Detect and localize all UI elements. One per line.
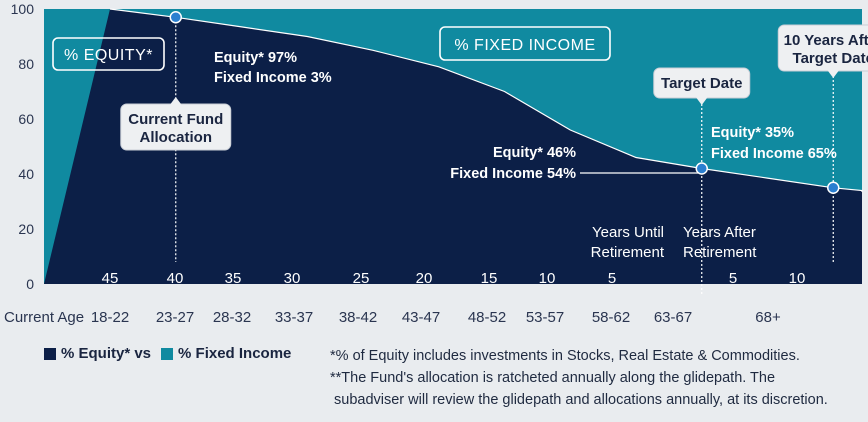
footnote-ratchet-cont: subadviser will review the glidepath and…: [334, 392, 828, 408]
age-group-label: 28-32: [213, 309, 251, 326]
annotation-target-equity: Equity* 46%: [493, 145, 576, 161]
fixed-income-label-box: [439, 26, 611, 61]
years-label: 35: [225, 270, 242, 287]
legend-swatch-fixed-income: [161, 347, 174, 360]
legend-label-fixed-income: % Fixed Income: [178, 345, 292, 362]
legend-label-equity: % Equity* vs: [61, 345, 152, 362]
equity-area-label: % EQUITY*: [52, 37, 165, 71]
years-label: 45: [102, 270, 119, 287]
y-tick-label: 100: [11, 1, 35, 17]
callout-target-date: Target Date: [653, 67, 751, 105]
age-group-label: 18-22: [91, 309, 129, 326]
years-label: 10: [539, 270, 556, 287]
footnote-ratchet: **The Fund's allocation is ratcheted ann…: [330, 370, 776, 386]
years-label: 10: [789, 270, 806, 287]
age-group-label: 38-42: [339, 309, 377, 326]
annotation-target-fixed-income: Fixed Income 54%: [450, 166, 576, 182]
years-label: 25: [353, 270, 370, 287]
annotation-after-equity: Equity* 35%: [711, 125, 794, 141]
y-tick-label: 80: [18, 56, 34, 72]
footnote-equity: *% of Equity includes investments in Sto…: [330, 348, 800, 364]
y-tick-label: 60: [18, 111, 34, 127]
annotation-current-equity: Equity* 97%: [214, 50, 297, 66]
callout-10-years-after: 10 Years AfterTarget Date: [777, 24, 868, 78]
x-axis-start-label: Current Age: [4, 309, 84, 326]
callout-current-allocation-text: Current Fund: [128, 111, 223, 128]
callout-current-allocation-text: Allocation: [139, 129, 212, 146]
age-group-label: 23-27: [156, 309, 194, 326]
age-group-label: 43-47: [402, 309, 440, 326]
callout-10-years-after-text: 10 Years After: [784, 32, 868, 49]
equity-label-box: [52, 37, 165, 71]
equity-label-text: % EQUITY*: [64, 47, 153, 64]
age-group-label: 53-57: [526, 309, 564, 326]
chart-legend: % Equity* vs % Fixed Income: [44, 345, 301, 362]
callout-10-years-after-pointer: [827, 70, 840, 78]
annotation-current-fixed-income: Fixed Income 3%: [214, 70, 332, 86]
glidepath-chart: 100 80 60 40 20 0 % EQUITY* % FIXED INCOME Curre…: [4, 1, 868, 326]
phase-label-before: Years Until: [592, 224, 664, 241]
age-group-label: 33-37: [275, 309, 313, 326]
marker-dot: [827, 181, 840, 194]
callout-10-years-after-text: Target Date: [793, 50, 868, 67]
age-group-label: 63-67: [654, 309, 692, 326]
phase-label-before: Retirement: [591, 244, 665, 261]
legend-swatch-equity: [44, 347, 56, 360]
equity-area: [44, 9, 862, 284]
years-label: 20: [416, 270, 433, 287]
y-tick-label: 0: [26, 276, 34, 292]
callout-target-date-text: Target Date: [661, 75, 742, 92]
marker-dot: [695, 162, 708, 175]
years-label: 5: [729, 270, 737, 287]
y-tick-label: 40: [18, 166, 34, 182]
y-tick-label: 20: [18, 221, 34, 237]
phase-label-after: Years After: [683, 224, 756, 241]
annotation-after-fixed-income: Fixed Income 65%: [711, 146, 837, 162]
age-group-label: 68+: [755, 309, 781, 326]
marker-dot: [169, 11, 182, 24]
phase-label-after: Retirement: [683, 244, 757, 261]
years-label: 15: [481, 270, 498, 287]
fixed-income-label-text: % FIXED INCOME: [454, 37, 595, 54]
glidepath-line: [109, 8, 863, 192]
years-label: 5: [608, 270, 616, 287]
years-label: 40: [167, 270, 184, 287]
years-label: 30: [284, 270, 301, 287]
callout-current-allocation-pointer: [169, 97, 182, 105]
age-group-label: 48-52: [468, 309, 506, 326]
fixed-income-area-label: % FIXED INCOME: [439, 26, 611, 61]
age-group-label: 58-62: [592, 309, 630, 326]
footnotes: *% of Equity includes investments in Sto…: [330, 345, 865, 411]
callout-target-date-pointer: [695, 97, 708, 105]
